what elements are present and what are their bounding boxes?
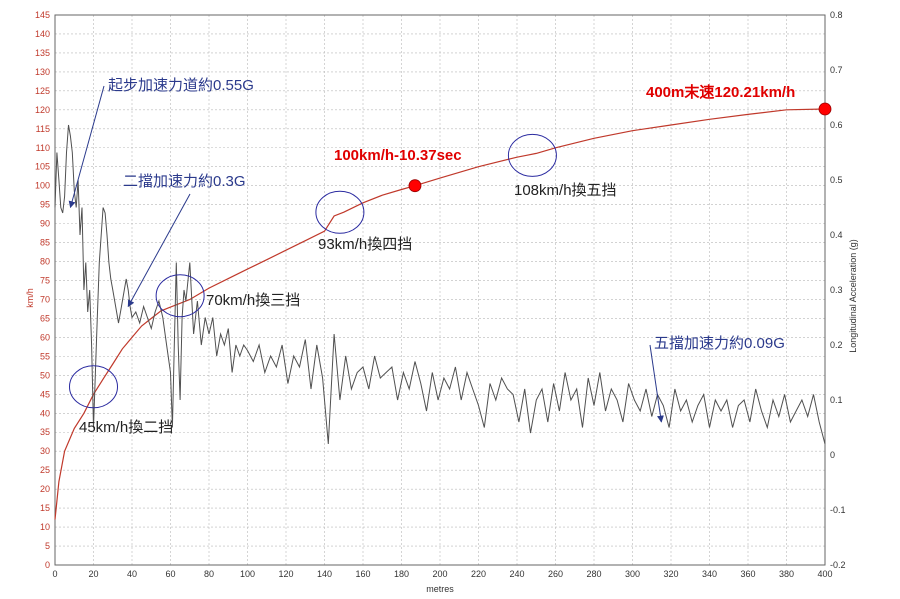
x-tick-label: 160	[355, 569, 370, 579]
y-left-axis-label: km/h	[25, 288, 35, 308]
y-right-tick-label: 0.4	[830, 230, 843, 240]
x-tick-label: 280	[586, 569, 601, 579]
y-left-tick-label: 15	[40, 503, 50, 513]
y-left-tick-label: 75	[40, 276, 50, 286]
y-right-tick-label: 0.3	[830, 285, 843, 295]
x-tick-label: 260	[548, 569, 563, 579]
annotation-arrow	[649, 344, 664, 423]
y-left-tick-label: 5	[45, 541, 50, 551]
y-left-tick-label: 145	[35, 10, 50, 20]
shift-circle	[69, 365, 118, 409]
x-tick-label: 300	[625, 569, 640, 579]
speed-marker	[818, 102, 832, 116]
annotation-shift-108: 108km/h換五挡	[514, 182, 617, 199]
y-left-tick-label: 125	[35, 86, 50, 96]
y-right-tick-label: 0.8	[830, 10, 843, 20]
annotation-shift-45: 45km/h換二挡	[79, 419, 173, 436]
x-tick-label: 400	[817, 569, 832, 579]
y-right-tick-label: 0.2	[830, 340, 843, 350]
gear-shift-circles	[69, 133, 557, 409]
y-left-tick-label: 135	[35, 48, 50, 58]
y-left-tick-labels: 0 5 10 15 20 25 30 35 40 45 50 55 60 65 70 75 80 85 90 95 10…	[35, 10, 50, 570]
x-tick-label: 220	[471, 569, 486, 579]
x-axis-label: metres	[426, 584, 454, 594]
y-left-tick-label: 20	[40, 484, 50, 494]
y-right-tick-labels: -0.2 -0.1 0 0.1 0.2 0.3 0.4 0.5 0.6 0.7 0.8	[830, 10, 846, 570]
x-tick-label: 60	[165, 569, 175, 579]
y-left-tick-label: 90	[40, 219, 50, 229]
y-right-tick-label: 0.1	[830, 395, 843, 405]
y-left-tick-label: 55	[40, 351, 50, 361]
annotation-arrows	[68, 85, 664, 423]
annotation-fifth-gear-accel: 五擋加速力約0.09G	[654, 335, 785, 352]
y-right-tick-label: 0.6	[830, 120, 843, 130]
y-left-tick-label: 80	[40, 257, 50, 267]
y-left-tick-label: 65	[40, 313, 50, 323]
x-tick-label: 140	[317, 569, 332, 579]
y-left-tick-label: 120	[35, 105, 50, 115]
annotation-shift-93: 93km/h換四挡	[318, 236, 412, 253]
y-left-tick-label: 25	[40, 465, 50, 475]
x-tick-label: 20	[88, 569, 98, 579]
x-tick-label: 100	[240, 569, 255, 579]
y-left-tick-label: 35	[40, 427, 50, 437]
speed-marker	[408, 179, 422, 193]
x-tick-label: 80	[204, 569, 214, 579]
y-left-tick-label: 40	[40, 408, 50, 418]
y-left-tick-label: 85	[40, 238, 50, 248]
shift-circle	[155, 274, 205, 318]
y-right-tick-label: 0.5	[830, 175, 843, 185]
x-tick-label: 320	[663, 569, 678, 579]
y-left-tick-label: 45	[40, 389, 50, 399]
y-right-tick-label: -0.1	[830, 505, 846, 515]
y-left-tick-label: 110	[36, 143, 50, 153]
annotation-shift-70: 70km/h換三挡	[206, 292, 300, 309]
y-left-tick-label: 100	[35, 181, 50, 191]
y-left-tick-label: 60	[40, 332, 50, 342]
x-tick-label: 360	[740, 569, 755, 579]
x-tick-label: 120	[278, 569, 293, 579]
annotation-launch-accel: 起步加速力道約0.55G	[108, 77, 254, 94]
y-left-tick-label: 0	[45, 560, 50, 570]
x-tick-label: 340	[702, 569, 717, 579]
series-lines	[54, 108, 826, 520]
y-left-tick-label: 105	[35, 162, 50, 172]
annotation-400m-speed: 400m末速120.21km/h	[646, 83, 795, 101]
grid	[54, 14, 826, 566]
y-left-tick-label: 70	[40, 294, 50, 304]
y-left-tick-label: 95	[40, 200, 50, 210]
annotation-100kmh-time: 100km/h-10.37sec	[334, 147, 462, 164]
plot-frame	[54, 14, 826, 566]
x-tick-label: 40	[127, 569, 137, 579]
y-left-tick-label: 30	[40, 446, 50, 456]
speed-series-line	[54, 108, 826, 520]
x-tick-label: 240	[509, 569, 524, 579]
y-right-tick-label: 0.7	[830, 65, 843, 75]
y-right-tick-label: 0	[830, 450, 835, 460]
x-tick-labels: 0 20 40 60 80 100 120 140 160 180 200 220 240 260 280 3…	[52, 569, 832, 579]
y-right-tick-label: -0.2	[830, 560, 846, 570]
y-left-tick-label: 50	[40, 370, 50, 380]
axes	[54, 14, 826, 566]
annotation-second-gear-accel: 二擋加速力約0.3G	[123, 173, 246, 190]
annotation-arrow	[68, 85, 105, 209]
y-right-axis-label: Longitudinal Acceleration (g)	[848, 239, 858, 353]
y-left-tick-label: 130	[35, 67, 50, 77]
y-left-tick-label: 10	[40, 522, 50, 532]
shift-circle	[507, 133, 557, 177]
x-tick-label: 180	[394, 569, 409, 579]
y-left-tick-label: 140	[35, 29, 50, 39]
annotation-arrow	[127, 193, 191, 308]
x-tick-label: 200	[432, 569, 447, 579]
x-tick-label: 380	[779, 569, 794, 579]
y-left-tick-label: 115	[36, 124, 50, 134]
shift-circle	[315, 190, 365, 234]
markers	[408, 102, 832, 193]
x-tick-label: 0	[52, 569, 57, 579]
